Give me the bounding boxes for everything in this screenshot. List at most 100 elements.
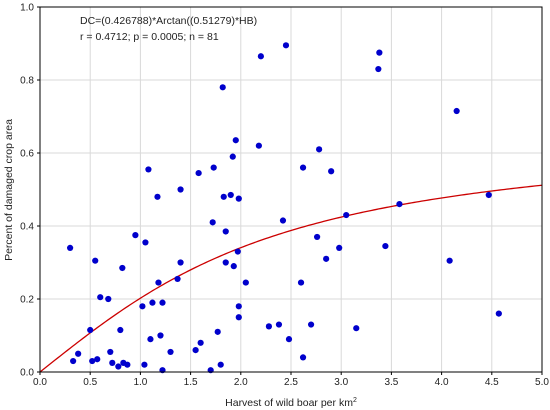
data-point — [155, 279, 162, 286]
data-point — [275, 321, 283, 328]
data-point — [495, 310, 502, 317]
data-point — [209, 219, 216, 226]
data-point — [299, 164, 307, 171]
data-point — [229, 153, 236, 160]
data-point — [222, 228, 229, 235]
x-tick-label: 3.5 — [384, 377, 398, 388]
data-point — [382, 242, 389, 250]
data-point — [139, 303, 146, 310]
data-point — [285, 336, 293, 343]
data-point — [132, 232, 139, 239]
data-point — [145, 166, 152, 173]
data-point — [353, 325, 360, 332]
x-tick-label: 1.5 — [184, 377, 198, 388]
data-point — [70, 357, 77, 365]
fit-curve — [39, 184, 543, 373]
data-point — [94, 356, 101, 363]
y-tick-label: 0.0 — [20, 368, 34, 379]
data-point — [235, 314, 242, 321]
y-tick-label: 0.4 — [20, 222, 34, 233]
y-axis-ticks: 0.0 0.2 0.4 0.6 0.8 1.0 — [20, 3, 40, 379]
data-point — [235, 303, 242, 310]
data-point — [222, 259, 229, 266]
x-tick-label: 4.5 — [485, 377, 499, 388]
data-point — [97, 294, 104, 301]
data-point — [265, 323, 273, 330]
data-point — [157, 332, 164, 339]
data-point — [282, 42, 290, 49]
data-point — [177, 259, 184, 266]
data-point — [75, 350, 82, 357]
data-point — [154, 193, 161, 200]
x-tick-label: 3.0 — [334, 377, 348, 388]
data-point — [124, 361, 131, 368]
data-point — [307, 321, 315, 328]
data-point — [375, 65, 382, 73]
data-point — [220, 193, 227, 200]
data-point — [235, 195, 242, 202]
data-point — [147, 336, 154, 343]
x-tick-label: 2.5 — [284, 377, 298, 388]
data-points — [67, 42, 502, 374]
data-point — [316, 146, 323, 153]
x-tick-label: 4.0 — [435, 377, 449, 388]
data-point — [230, 263, 237, 270]
data-point — [453, 107, 460, 115]
data-point — [396, 201, 403, 208]
data-point — [297, 279, 305, 286]
data-point — [89, 357, 96, 365]
data-point — [105, 295, 112, 303]
data-point — [343, 211, 350, 219]
data-point — [141, 361, 148, 368]
x-tick-label: 2.0 — [234, 377, 248, 388]
data-point — [142, 239, 149, 246]
data-point — [115, 363, 122, 370]
x-axis-label: Harvest of wild boar per km2 — [225, 397, 357, 409]
data-point — [159, 299, 166, 306]
x-tick-label: 0.0 — [33, 377, 47, 388]
data-point — [485, 191, 492, 199]
data-point — [192, 347, 199, 354]
data-point — [314, 233, 321, 241]
data-point — [87, 326, 94, 334]
data-point — [376, 49, 383, 56]
data-point — [167, 348, 174, 356]
data-point — [232, 137, 239, 144]
data-point — [107, 348, 114, 356]
grid-lines — [40, 7, 542, 372]
y-tick-label: 0.2 — [20, 295, 34, 306]
data-point — [323, 255, 330, 262]
data-point — [197, 339, 204, 346]
y-tick-label: 1.0 — [20, 3, 34, 14]
data-point — [299, 354, 307, 361]
x-tick-label: 1.0 — [133, 377, 147, 388]
data-point — [336, 244, 343, 251]
data-point — [234, 248, 241, 255]
x-axis-ticks: 0.0 0.5 1.0 1.5 2.0 2.5 3.0 3.5 4.0 4.5 5.0 — [33, 372, 549, 388]
data-point — [174, 275, 181, 283]
data-point — [257, 53, 264, 60]
data-point — [117, 326, 124, 334]
data-point — [109, 359, 116, 366]
y-tick-label: 0.8 — [20, 76, 34, 87]
data-point — [119, 264, 126, 272]
data-point — [177, 186, 184, 193]
y-axis-label: Percent of damaged crop area — [3, 119, 15, 261]
x-tick-label: 5.0 — [535, 377, 549, 388]
x-tick-label: 0.5 — [83, 377, 97, 388]
x-axis-label-main: Harvest of wild boar per km — [225, 397, 353, 409]
y-tick-label: 0.6 — [20, 149, 34, 160]
data-point — [210, 164, 217, 171]
x-axis-label-superscript: 2 — [353, 397, 357, 404]
data-point — [149, 299, 156, 306]
data-point — [219, 84, 226, 91]
data-point — [217, 361, 224, 368]
data-point — [227, 191, 234, 199]
annotation-equation: DC=(0.426788)*Arctan((0.51279)*HB) — [80, 15, 257, 27]
fit-curve-group — [39, 184, 543, 373]
data-point — [279, 217, 287, 224]
data-point — [214, 328, 221, 335]
annotation-stats: r = 0.4712; p = 0.0005; n = 81 — [80, 31, 219, 43]
